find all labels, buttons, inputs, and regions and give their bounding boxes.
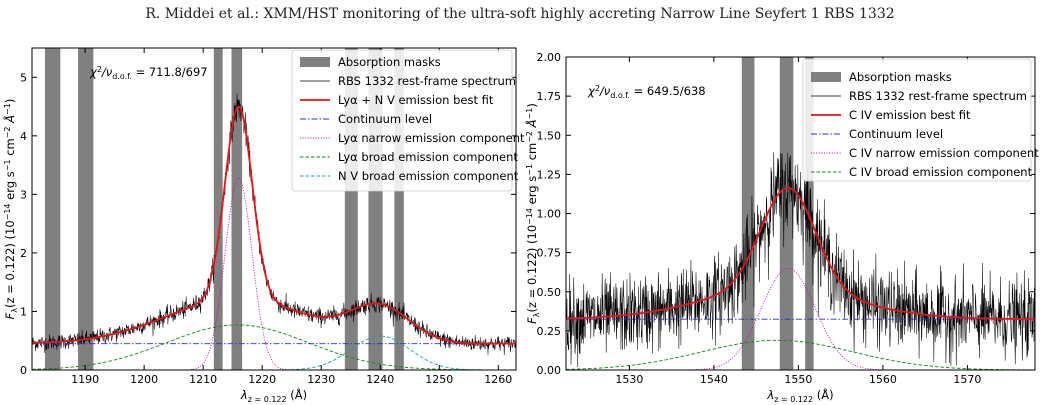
- x-tick-label: 1200: [130, 373, 158, 386]
- x-axis-label: λz = 0.122 (Å): [766, 387, 833, 404]
- legend-label: C IV broad emission component: [849, 165, 1033, 179]
- y-tick-label: 1.75: [537, 90, 562, 103]
- x-tick-label: 1560: [869, 373, 897, 386]
- component-line: [32, 335, 516, 370]
- y-tick-label: 5: [20, 71, 27, 84]
- absorption-mask: [213, 48, 223, 370]
- y-tick-label: 1.00: [537, 208, 562, 221]
- legend-label: RBS 1332 rest-frame spectrum: [849, 89, 1027, 103]
- y-axis-label: Fλ(z = 0.122) (10−14 erg s−1 cm−2 Å−1): [524, 103, 541, 324]
- absorption-mask: [44, 48, 61, 370]
- x-tick-label: 1230: [307, 373, 335, 386]
- legend-label: RBS 1332 rest-frame spectrum: [338, 74, 516, 88]
- legend-swatch: [811, 72, 841, 82]
- panel-civ: 1530 1540 1550 1560 1570 0.00 0.25 0.50 0.75 1.00…: [524, 51, 1039, 404]
- absorption-mask: [231, 48, 243, 370]
- legend-box: [802, 58, 1032, 182]
- chi-square-annotation: χ2/νd.o.f. = 649.5/638: [587, 84, 706, 100]
- legend: Absorption masks RBS 1332 rest-frame spec…: [802, 58, 1039, 182]
- legend-label: Absorption masks: [849, 70, 952, 84]
- x-tick-label: 1540: [700, 373, 728, 386]
- x-tick-label: 1240: [366, 373, 394, 386]
- best-fit-line: [566, 187, 1035, 320]
- chi-square-annotation: χ2/νd.o.f. = 711.8/697: [89, 65, 208, 81]
- x-tick-label: 1550: [784, 373, 812, 386]
- y-tick-label: 0.25: [537, 325, 562, 338]
- legend-box: [291, 49, 513, 192]
- y-tick-label: 2: [20, 247, 27, 260]
- best-fit-line: [32, 105, 516, 345]
- x-tick-label: 1530: [615, 373, 643, 386]
- y-tick-label: 2.00: [537, 51, 562, 64]
- y-axis-label: Fλ(z = 0.122) (10−14 erg s−1 cm−2 Å−1): [2, 99, 19, 320]
- y-tick-label: 0.75: [537, 247, 562, 260]
- legend-label: Continuum level: [849, 127, 943, 141]
- axes-frame: [31, 47, 517, 371]
- y-tick-label: 3: [20, 188, 27, 201]
- legend-label: Lyα broad emission component: [338, 150, 518, 164]
- y-tick-label: 1.50: [537, 129, 562, 142]
- legend-label: Lyα narrow emission component: [338, 131, 525, 145]
- spectrum-line: [566, 152, 1035, 367]
- legend-label: N V broad emission component: [338, 169, 519, 183]
- absorption-mask: [394, 48, 404, 370]
- y-tick-label: 0.50: [537, 286, 562, 299]
- x-tick-label: 1220: [248, 373, 276, 386]
- y-tick-label: 1.25: [537, 168, 562, 181]
- legend-label: C IV narrow emission component: [849, 146, 1039, 160]
- absorption-mask: [78, 48, 94, 370]
- x-tick-label: 1210: [189, 373, 217, 386]
- x-tick-label: 1250: [425, 373, 453, 386]
- absorption-mask: [805, 57, 814, 370]
- component-line: [32, 324, 516, 370]
- absorption-mask: [741, 57, 755, 370]
- legend: Absorption masks RBS 1332 rest-frame spec…: [291, 49, 525, 192]
- x-axis-label: λz = 0.122 (Å): [240, 387, 307, 404]
- legend-label: Lyα + N V emission best fit: [338, 93, 494, 107]
- x-tick-label: 1190: [71, 373, 99, 386]
- y-tick-label: 0.00: [537, 364, 562, 377]
- y-tick-label: 0: [20, 364, 27, 377]
- legend-label: Absorption masks: [338, 55, 441, 69]
- component-line: [566, 339, 1035, 370]
- legend-label: C IV emission best fit: [849, 108, 971, 122]
- panel-lya-nv: 1190 1200 1210 1220 1230 1240 1250 1260 0 1 2 3 4 5 λz…: [2, 47, 525, 404]
- legend-swatch: [300, 57, 330, 67]
- y-tick-label: 1: [20, 305, 27, 318]
- y-tick-label: 4: [20, 130, 27, 143]
- plot-area: [566, 57, 1035, 370]
- x-tick-label: 1260: [484, 373, 512, 386]
- component-line: [32, 177, 516, 370]
- legend-label: Continuum level: [338, 112, 432, 126]
- x-tick-label: 1570: [953, 373, 981, 386]
- running-head: R. Middei et al.: XMM/HST monitoring of …: [145, 6, 895, 22]
